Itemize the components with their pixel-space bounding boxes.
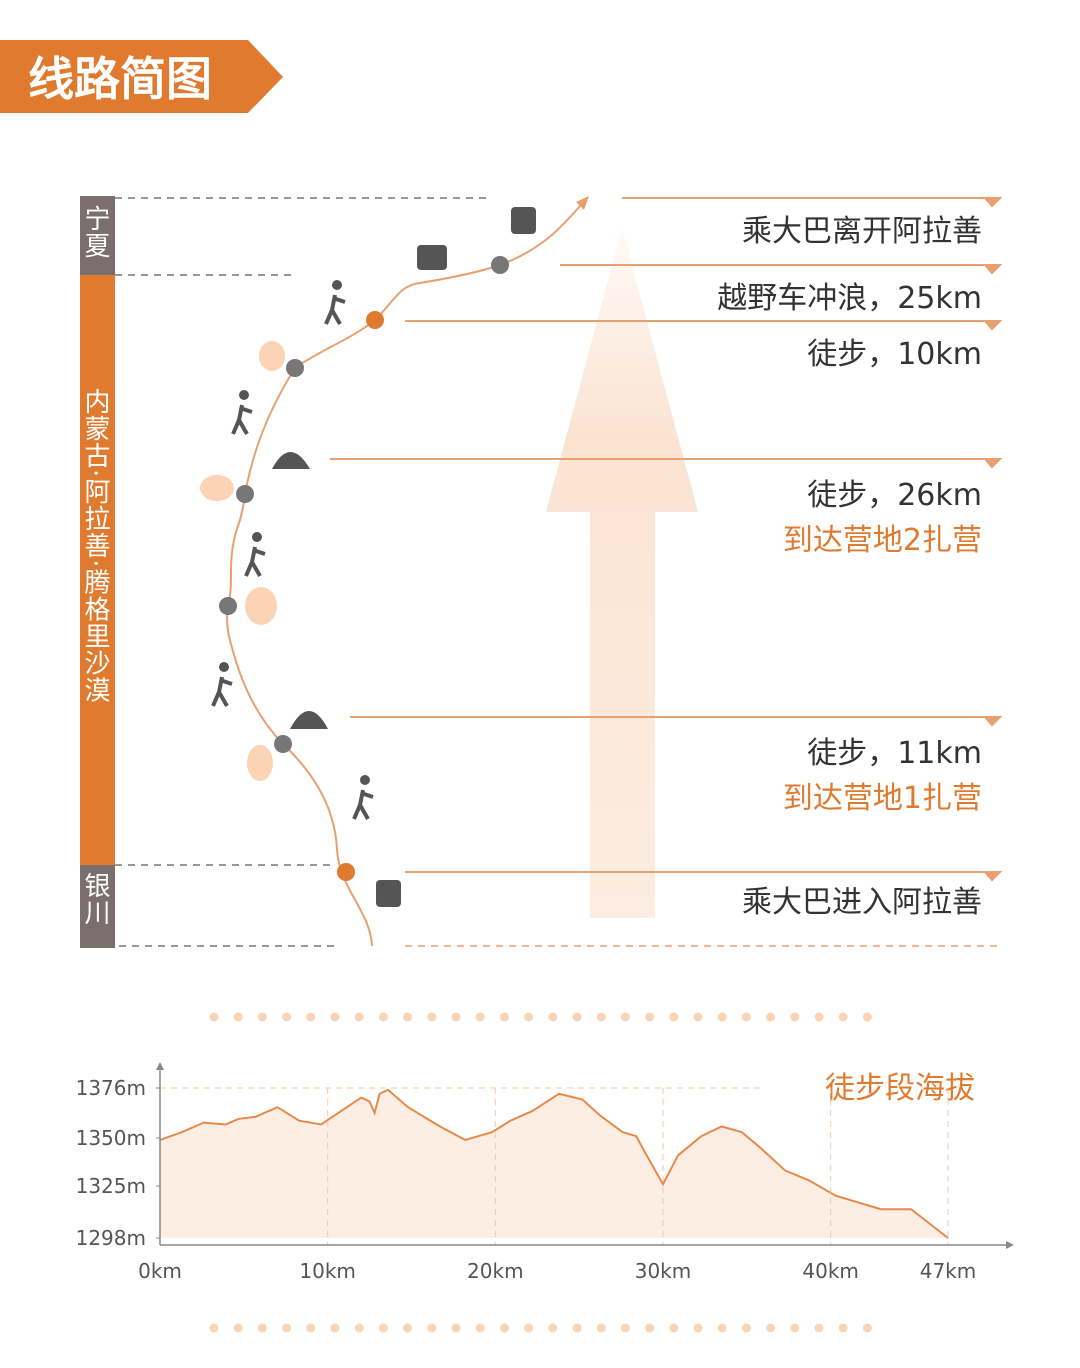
elevation-chart: 徒步段海拔 1298m 1325m 1350m 1376m 0km 10km 20km 30km… — [76, 1062, 1014, 1283]
dot — [499, 1012, 509, 1022]
dot — [306, 1323, 316, 1333]
dot — [451, 1012, 461, 1022]
x-axis-arrow — [1006, 1241, 1014, 1249]
dot — [766, 1323, 776, 1333]
dot — [620, 1323, 630, 1333]
route-step: 乘大巴离开阿拉善 — [742, 214, 982, 249]
dot — [209, 1323, 219, 1333]
route-step: 徒步，11km — [807, 736, 982, 771]
x-tick-label: 0km — [138, 1259, 182, 1283]
dot — [862, 1012, 872, 1022]
dot — [645, 1323, 655, 1333]
x-tick-label: 40km — [802, 1259, 859, 1283]
dot — [741, 1012, 751, 1022]
page-title: 线路简图 — [28, 52, 212, 106]
dot — [645, 1012, 655, 1022]
route-note: 到达营地2扎营 — [782, 523, 982, 558]
region-bar — [80, 865, 115, 948]
route-step: 乘大巴进入阿拉善 — [742, 885, 982, 920]
dot — [403, 1323, 413, 1333]
dot — [257, 1012, 267, 1022]
region-bar — [80, 275, 115, 865]
area-line — [159, 1088, 949, 1239]
chart-title: 徒步段海拔 — [825, 1071, 975, 1106]
dot — [427, 1012, 437, 1022]
route-step: 徒步，26km — [807, 478, 982, 513]
dot — [790, 1323, 800, 1333]
dot — [862, 1323, 872, 1333]
x-tick-label: 10km — [299, 1259, 356, 1283]
dot — [596, 1323, 606, 1333]
dot — [814, 1012, 824, 1022]
dot — [257, 1323, 267, 1333]
dot — [596, 1012, 606, 1022]
dot — [548, 1323, 558, 1333]
dot — [524, 1012, 534, 1022]
dot — [693, 1323, 703, 1333]
dot — [499, 1323, 509, 1333]
dot — [475, 1012, 485, 1022]
dot — [669, 1012, 679, 1022]
dot — [766, 1012, 776, 1022]
dividers — [80, 197, 1000, 947]
dot — [814, 1323, 824, 1333]
dot — [524, 1323, 534, 1333]
dot — [693, 1012, 703, 1022]
area-fill — [160, 1089, 948, 1238]
region-label: 宁夏 — [80, 205, 110, 259]
dot — [717, 1323, 727, 1333]
dot — [354, 1012, 364, 1022]
dot — [233, 1323, 243, 1333]
up-arrow — [546, 228, 698, 918]
route-step: 徒步，10km — [807, 337, 982, 372]
dot — [306, 1012, 316, 1022]
dot — [669, 1323, 679, 1333]
dot — [717, 1012, 727, 1022]
route-step: 越野车冲浪，25km — [717, 281, 982, 316]
dot — [838, 1323, 848, 1333]
route-dots — [219, 256, 509, 881]
dot — [572, 1012, 582, 1022]
x-tick-label: 30km — [635, 1259, 692, 1283]
y-tick-label: 1325m — [76, 1174, 146, 1198]
y-tick-label: 1376m — [76, 1076, 146, 1100]
route-note: 到达营地1扎营 — [782, 781, 982, 816]
region-label: 内蒙古·阿拉善·腾格里沙漠 — [80, 388, 110, 704]
x-tick-label: 20km — [467, 1259, 524, 1283]
y-tick-label: 1298m — [76, 1226, 146, 1250]
dot — [209, 1012, 219, 1022]
dunes — [200, 341, 285, 781]
region-bar — [80, 196, 115, 275]
dot — [620, 1012, 630, 1022]
dot — [233, 1012, 243, 1022]
dot — [790, 1012, 800, 1022]
dot — [354, 1323, 364, 1333]
dot-rows — [209, 1012, 872, 1333]
dot — [330, 1323, 340, 1333]
dot — [330, 1012, 340, 1022]
dot — [451, 1323, 461, 1333]
dot — [838, 1012, 848, 1022]
dot — [475, 1323, 485, 1333]
dot — [427, 1323, 437, 1333]
dot — [741, 1323, 751, 1333]
icons — [211, 207, 536, 907]
dot — [378, 1323, 388, 1333]
dot — [282, 1323, 292, 1333]
region-label: 银川 — [80, 872, 110, 926]
route-path — [226, 199, 586, 947]
dot — [378, 1012, 388, 1022]
route-arrow — [576, 196, 589, 210]
title-banner — [0, 40, 283, 113]
dot — [548, 1012, 558, 1022]
leader-lines — [330, 197, 1003, 882]
dot — [572, 1323, 582, 1333]
x-tick-label: 47km — [920, 1259, 977, 1283]
y-tick-label: 1350m — [76, 1126, 146, 1150]
dot — [403, 1012, 413, 1022]
dot — [282, 1012, 292, 1022]
y-axis-arrow — [156, 1062, 164, 1070]
